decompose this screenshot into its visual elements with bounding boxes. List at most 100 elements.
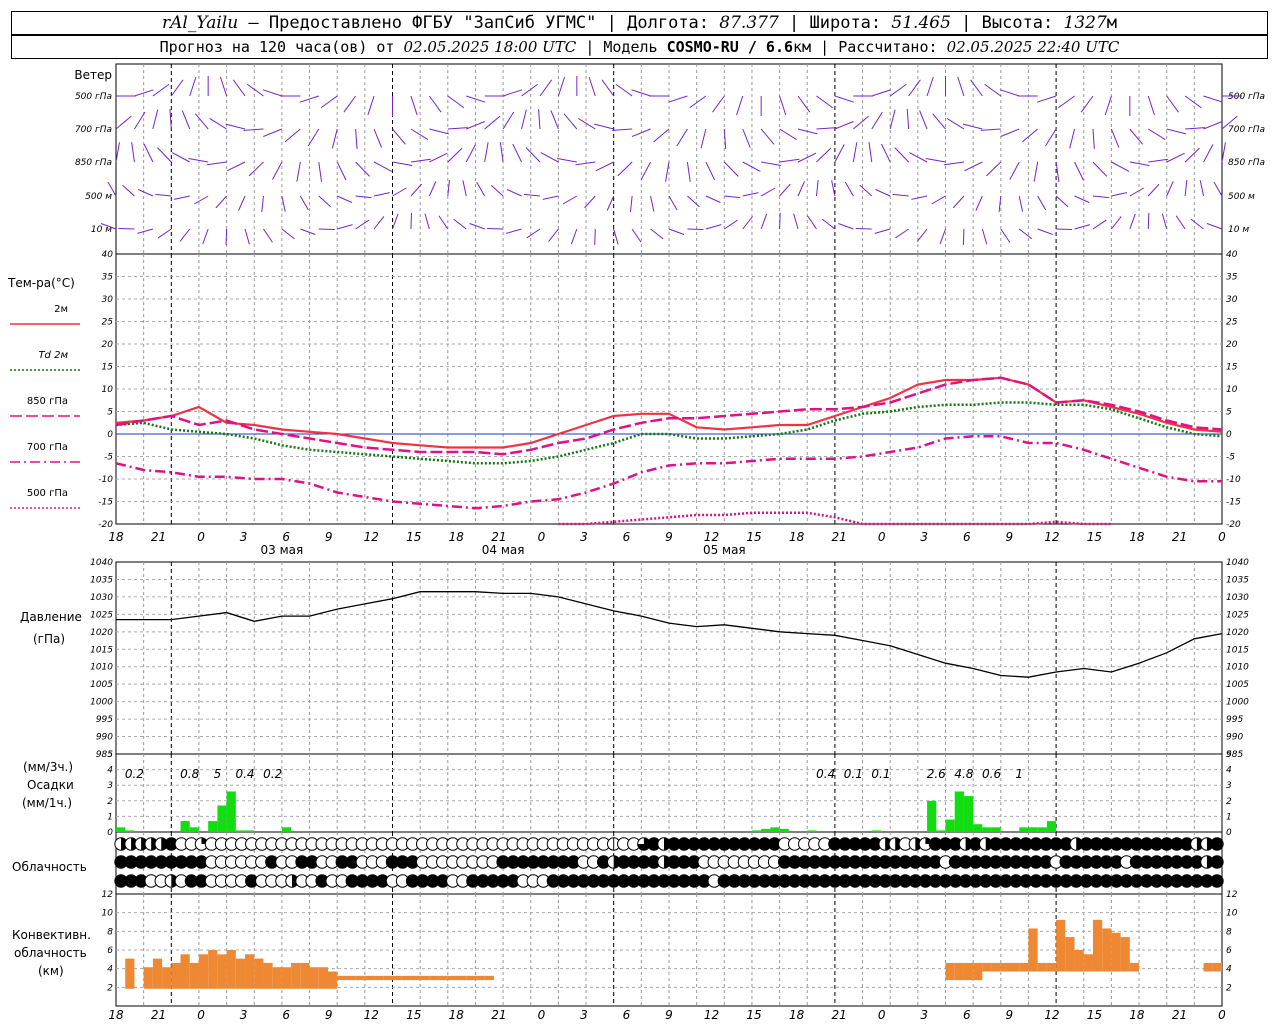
wind-barb: [919, 110, 928, 130]
latitude-label: Широта:: [809, 13, 882, 33]
convective-bar: [429, 975, 439, 981]
time-tick-label: 18: [449, 1008, 465, 1022]
convective-bar: [982, 962, 992, 972]
wind-barb: [712, 95, 725, 113]
provider: Предоставлено ФГБУ "ЗапСиб УГМС": [268, 13, 597, 33]
wind-barb: [1111, 161, 1130, 172]
wind-barb: [834, 95, 855, 103]
time-tick-label: 3: [580, 1008, 588, 1022]
time-tick-label: 0: [878, 530, 886, 544]
time-tick-label: 18: [789, 1008, 805, 1022]
precip-ytick-left: 2: [107, 797, 113, 807]
time-tick-label: 15: [1087, 1008, 1102, 1022]
wind-barb: [438, 215, 449, 230]
wind-barb: [595, 161, 614, 172]
wind-barb: [499, 142, 504, 163]
wind-barb: [1037, 195, 1047, 211]
wind-barb: [1203, 121, 1223, 130]
time-tick-label: 6: [623, 1008, 631, 1022]
precip-bar: [954, 791, 964, 832]
legend-label-1: Td 2м: [38, 350, 68, 361]
time-tick-label: 18: [789, 530, 805, 544]
wind-barb: [521, 83, 539, 97]
temperature-ytick-left: 10: [102, 385, 114, 395]
wind-barb: [181, 110, 191, 130]
precip-bar: [208, 821, 218, 832]
wind-barb: [668, 228, 685, 235]
convective-bar: [1212, 962, 1222, 972]
wind-barb: [939, 228, 946, 245]
pressure-unit: (гПа): [33, 632, 65, 646]
time-tick-label: 9: [1005, 1008, 1013, 1022]
temperature-ytick-left: 35: [102, 273, 114, 283]
wind-barb: [834, 121, 854, 130]
convective-ytick-left: 6: [107, 946, 113, 956]
precip-bar: [945, 819, 955, 832]
convective-bar: [401, 975, 411, 981]
wind-barb: [189, 76, 197, 97]
wind-barb: [170, 79, 184, 97]
wind-barb: [173, 195, 190, 200]
wind-barb: [736, 95, 744, 116]
convective-bar: [945, 962, 955, 981]
time-tick-label: 6: [963, 1008, 971, 1022]
pressure-ytick-right: 1020: [1226, 628, 1249, 638]
pressure-ytick-right: 1030: [1226, 593, 1249, 603]
time-tick-label: 12: [704, 1008, 719, 1022]
wind-barb: [853, 115, 869, 130]
wind-barb: [668, 95, 688, 103]
convective-bar: [162, 967, 172, 989]
wind-barb: [588, 76, 596, 97]
wind-barb: [925, 158, 946, 163]
wind-barb: [331, 128, 338, 149]
wind-barb: [1000, 228, 1011, 243]
temperature-ytick-right: -15: [1226, 498, 1241, 508]
wind-barb: [779, 212, 781, 230]
convective-title-2: облачность: [14, 946, 87, 960]
convective-bar: [1019, 962, 1029, 972]
precip-total: 0.2: [263, 767, 282, 781]
convective-bar: [217, 954, 227, 989]
day-label: 04 мая: [482, 543, 525, 557]
time-tick-label: 0: [878, 1008, 886, 1022]
wind-barb: [1110, 128, 1120, 148]
wind-barb: [1129, 213, 1136, 230]
precip-bar: [751, 830, 762, 832]
wind-barb: [469, 223, 485, 230]
wind-barb: [155, 193, 172, 197]
wind-barb: [584, 195, 596, 209]
precip-bar: [235, 830, 246, 832]
time-tick-label: 9: [665, 1008, 673, 1022]
wind-barb: [410, 212, 412, 230]
wind-level-label-right: 700 гПа: [1228, 125, 1265, 135]
wind-barb: [1055, 161, 1060, 182]
temp-series-1: [115, 401, 1223, 465]
wind-barb: [859, 184, 873, 197]
wind-barb: [665, 161, 670, 182]
station-name: rAl_Yailu: [161, 13, 239, 33]
convective-bar: [392, 975, 402, 981]
convective-bar: [438, 975, 448, 981]
temperature-title: Тем-ра(°С): [7, 276, 75, 290]
pressure-ytick-right: 1015: [1226, 645, 1249, 655]
longitude-value: 87.377: [719, 13, 779, 33]
cloud-symbol: [1210, 874, 1224, 888]
convective-bar: [337, 975, 347, 981]
time-tick-label: 12: [1044, 530, 1059, 544]
wind-barb: [284, 128, 301, 143]
convective-bar: [1028, 928, 1038, 972]
temperature-ytick-right: 5: [1226, 408, 1232, 418]
wind-barb: [816, 95, 833, 109]
precip-total: 0.6: [982, 767, 1001, 781]
wind-barb: [466, 121, 485, 130]
wind-barb: [1074, 161, 1084, 181]
wind-barb: [1092, 128, 1095, 149]
wind-barb: [931, 195, 946, 205]
convective-bar: [991, 962, 1001, 972]
time-tick-label: 6: [963, 530, 971, 544]
wind-barb: [1045, 128, 1057, 147]
convective-bar: [125, 958, 135, 989]
wind-barb: [299, 95, 319, 103]
wind-barb: [650, 228, 664, 240]
